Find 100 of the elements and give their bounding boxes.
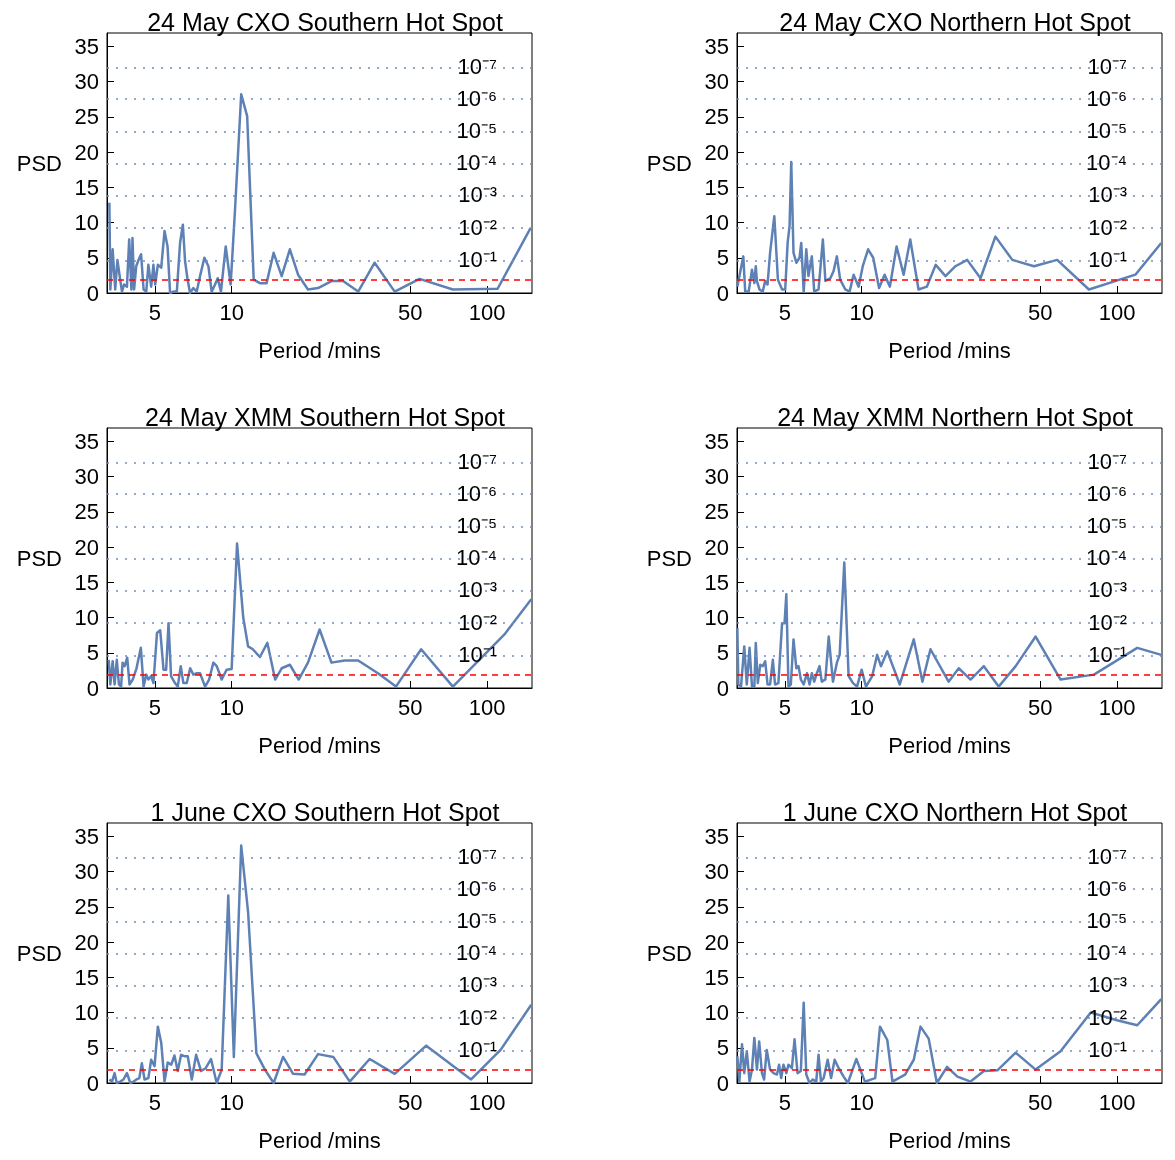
y-tick-label: 5 <box>86 245 99 271</box>
ref-line-label: 10⁻⁵ <box>456 513 497 539</box>
y-tick-label: 10 <box>704 210 729 236</box>
x-tick-label: 5 <box>148 299 161 325</box>
y-tick-label: 30 <box>704 859 729 885</box>
x-tick-label: 5 <box>148 694 161 720</box>
ref-line-label: 10⁻² <box>1088 214 1127 240</box>
x-tick-label: 50 <box>1027 694 1053 720</box>
chart-title: 24 May CXO Southern Hot Spot <box>147 7 503 36</box>
ref-line-label: 10⁻⁶ <box>456 875 497 901</box>
x-tick-label: 100 <box>1098 1089 1136 1115</box>
y-tick-label: 15 <box>74 569 99 595</box>
ref-line-label: 10⁻⁶ <box>1086 85 1127 111</box>
ref-line-label: 10⁻⁴ <box>456 939 497 965</box>
x-tick-label: 100 <box>1098 694 1136 720</box>
x-tick-label: 5 <box>778 299 791 325</box>
x-tick-label: 5 <box>778 1089 791 1115</box>
y-tick-label: 5 <box>86 1035 99 1061</box>
y-tick-label: 25 <box>74 104 99 130</box>
y-axis-title: PSD <box>16 545 62 571</box>
ref-line-label: 10⁻⁷ <box>457 54 498 80</box>
ref-line-label: 10⁻⁴ <box>456 544 497 570</box>
y-tick-label: 30 <box>74 69 99 95</box>
x-axis-title: Period /mins <box>888 1127 1011 1153</box>
ref-line-label: 10⁻⁷ <box>457 844 498 870</box>
y-tick-label: 25 <box>704 499 729 525</box>
ref-line-label: 10⁻⁵ <box>456 908 497 934</box>
ref-line-label: 10⁻² <box>1088 609 1127 635</box>
chart-title: 24 May XMM Southern Hot Spot <box>145 402 505 431</box>
x-axis-title: Period /mins <box>888 337 1011 363</box>
ref-line-label: 10⁻⁴ <box>1086 544 1127 570</box>
x-axis-title: Period /mins <box>258 732 381 758</box>
y-tick-label: 20 <box>74 534 99 560</box>
y-tick-label: 35 <box>704 33 729 59</box>
ref-line-label: 10⁻⁵ <box>1086 513 1127 539</box>
ref-line-label: 10⁻⁶ <box>1086 480 1127 506</box>
x-tick-label: 100 <box>1098 299 1136 325</box>
ref-line-label: 10⁻² <box>458 214 497 240</box>
y-tick-label: 10 <box>704 605 729 631</box>
ref-line-label: 10⁻³ <box>458 972 497 998</box>
chart-title: 24 May CXO Northern Hot Spot <box>779 7 1131 36</box>
ref-line-label: 10⁻³ <box>1088 577 1127 603</box>
ref-line-label: 10⁻⁵ <box>1086 118 1127 144</box>
y-tick-label: 0 <box>716 280 729 306</box>
y-tick-label: 15 <box>704 964 729 990</box>
y-tick-label: 35 <box>74 33 99 59</box>
x-axis-title: Period /mins <box>258 1127 381 1153</box>
ref-line-label: 10⁻⁷ <box>1087 54 1128 80</box>
y-tick-label: 20 <box>74 929 99 955</box>
x-tick-label: 10 <box>849 299 874 325</box>
y-axis-title: PSD <box>16 940 62 966</box>
y-tick-label: 5 <box>716 640 729 666</box>
ref-line-label: 10⁻⁵ <box>456 118 497 144</box>
y-tick-label: 30 <box>704 464 729 490</box>
ref-line-label: 10⁻³ <box>1088 182 1127 208</box>
y-tick-label: 15 <box>74 964 99 990</box>
x-tick-label: 50 <box>397 694 423 720</box>
ref-line-label: 10⁻⁴ <box>1086 939 1127 965</box>
x-tick-label: 5 <box>778 694 791 720</box>
x-tick-label: 10 <box>219 694 244 720</box>
x-tick-label: 10 <box>219 299 244 325</box>
y-axis-title: PSD <box>646 940 692 966</box>
y-tick-label: 20 <box>704 929 729 955</box>
y-tick-label: 20 <box>704 139 729 165</box>
y-tick-label: 15 <box>704 174 729 200</box>
y-tick-label: 20 <box>704 534 729 560</box>
x-tick-label: 50 <box>1027 1089 1053 1115</box>
y-tick-label: 25 <box>74 499 99 525</box>
ref-line-label: 10⁻¹ <box>458 247 497 273</box>
ref-line-label: 10⁻¹ <box>1088 1037 1127 1063</box>
y-tick-label: 15 <box>74 174 99 200</box>
ref-line-label: 10⁻³ <box>1088 972 1127 998</box>
y-tick-label: 0 <box>86 280 99 306</box>
ref-line-label: 10⁻⁶ <box>456 85 497 111</box>
ref-line-label: 10⁻¹ <box>458 1037 497 1063</box>
y-tick-label: 35 <box>74 428 99 454</box>
chart-title: 24 May XMM Northern Hot Spot <box>777 402 1133 431</box>
y-tick-label: 10 <box>74 605 99 631</box>
x-tick-label: 10 <box>849 1089 874 1115</box>
y-tick-label: 20 <box>74 139 99 165</box>
y-tick-label: 5 <box>716 1035 729 1061</box>
y-tick-label: 30 <box>704 69 729 95</box>
y-tick-label: 10 <box>74 1000 99 1026</box>
y-tick-label: 25 <box>704 894 729 920</box>
ref-line-label: 10⁻⁴ <box>456 149 497 175</box>
y-axis-title: PSD <box>16 150 62 176</box>
ref-line-label: 10⁻¹ <box>1088 642 1127 668</box>
y-tick-label: 35 <box>704 428 729 454</box>
x-tick-label: 100 <box>468 299 506 325</box>
x-tick-label: 10 <box>849 694 874 720</box>
chart-title: 1 June CXO Northern Hot Spot <box>782 797 1128 826</box>
ref-line-label: 10⁻⁵ <box>1086 908 1127 934</box>
y-tick-label: 0 <box>86 675 99 701</box>
chart-title: 1 June CXO Southern Hot Spot <box>150 797 500 826</box>
ref-line-label: 10⁻⁷ <box>1087 844 1128 870</box>
x-tick-label: 50 <box>397 1089 423 1115</box>
x-tick-label: 5 <box>148 1089 161 1115</box>
y-tick-label: 0 <box>86 1070 99 1096</box>
y-tick-label: 5 <box>86 640 99 666</box>
x-tick-label: 100 <box>468 694 506 720</box>
